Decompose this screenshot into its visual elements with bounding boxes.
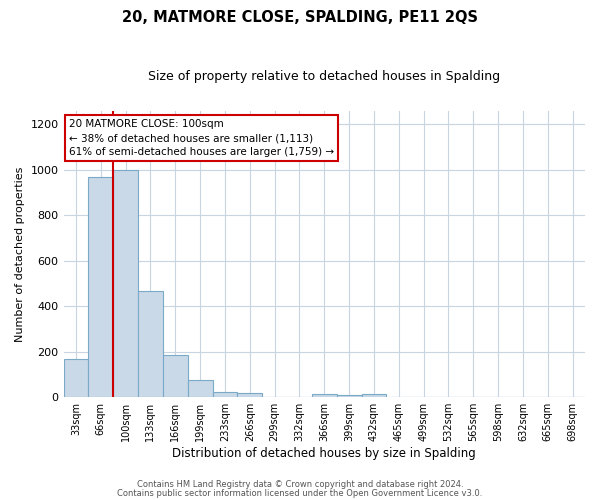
Bar [138,292,163,397]
Bar [337,395,362,397]
Text: 20, MATMORE CLOSE, SPALDING, PE11 2QS: 20, MATMORE CLOSE, SPALDING, PE11 2QS [122,10,478,25]
Bar [362,394,386,397]
Title: Size of property relative to detached houses in Spalding: Size of property relative to detached ho… [148,70,500,83]
Y-axis label: Number of detached properties: Number of detached properties [15,166,25,342]
Text: Contains HM Land Registry data © Crown copyright and database right 2024.: Contains HM Land Registry data © Crown c… [137,480,463,489]
Bar [212,392,238,397]
Bar [238,392,262,397]
Bar [88,176,113,397]
Bar [113,170,138,397]
X-axis label: Distribution of detached houses by size in Spalding: Distribution of detached houses by size … [172,447,476,460]
Text: Contains public sector information licensed under the Open Government Licence v3: Contains public sector information licen… [118,488,482,498]
Bar [64,358,88,397]
Bar [312,394,337,397]
Bar [188,380,212,397]
Bar [163,355,188,397]
Text: 20 MATMORE CLOSE: 100sqm
← 38% of detached houses are smaller (1,113)
61% of sem: 20 MATMORE CLOSE: 100sqm ← 38% of detach… [69,119,334,157]
